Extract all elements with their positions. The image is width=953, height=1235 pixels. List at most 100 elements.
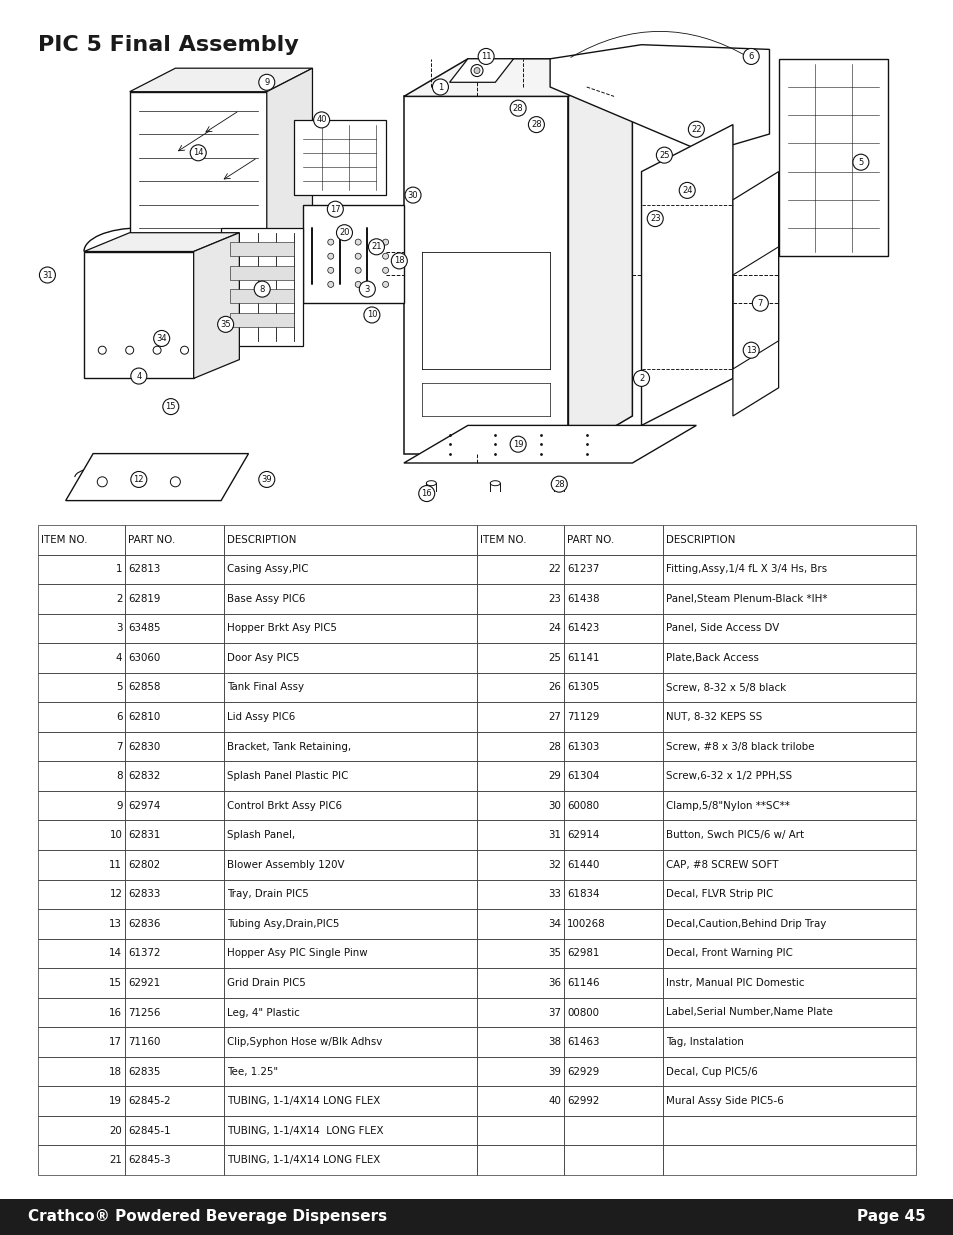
Bar [476,1145,564,1174]
Text: 100268: 100268 [567,919,605,929]
Bar [564,1057,662,1087]
Bar [224,998,476,1028]
Text: TUBING, 1-1/4X14 LONG FLEX: TUBING, 1-1/4X14 LONG FLEX [227,1155,380,1166]
Circle shape [432,79,448,95]
Text: Door Asy PIC5: Door Asy PIC5 [227,653,299,663]
Text: PART NO.: PART NO. [567,535,614,545]
Text: 21: 21 [371,242,381,251]
Circle shape [328,282,334,288]
Polygon shape [550,44,769,153]
Bar [564,1116,662,1145]
Bar [38,939,125,968]
Bar [564,998,662,1028]
Text: 6: 6 [115,713,122,722]
Text: 34: 34 [156,333,167,343]
Text: 30: 30 [548,800,560,810]
Text: 71256: 71256 [129,1008,161,1018]
Circle shape [742,342,759,358]
Text: 10: 10 [366,310,376,320]
Text: 61834: 61834 [567,889,599,899]
Bar [125,1116,224,1145]
Circle shape [258,74,274,90]
Text: Control Brkt Assy PIC6: Control Brkt Assy PIC6 [227,800,342,810]
Polygon shape [294,120,385,195]
Bar [38,998,125,1028]
Circle shape [742,48,759,64]
Circle shape [510,436,525,452]
Text: Fitting,Assy,1/4 fL X 3/4 Hs, Brs: Fitting,Assy,1/4 fL X 3/4 Hs, Brs [665,564,826,574]
Text: Decal, FLVR Strip PIC: Decal, FLVR Strip PIC [665,889,773,899]
Text: 5: 5 [858,158,862,167]
Circle shape [171,477,180,487]
Text: 13: 13 [110,919,122,929]
Text: 62802: 62802 [129,860,160,869]
Bar [224,761,476,790]
Bar [476,555,564,584]
Circle shape [679,183,695,199]
Bar [224,939,476,968]
Bar [224,732,476,761]
Bar [476,1087,564,1116]
Text: Decal,Caution,Behind Drip Tray: Decal,Caution,Behind Drip Tray [665,919,826,929]
Bar [662,584,915,614]
Circle shape [355,267,361,273]
Text: TUBING, 1-1/4X14  LONG FLEX: TUBING, 1-1/4X14 LONG FLEX [227,1125,383,1136]
Bar [564,850,662,879]
Bar [38,525,125,555]
Text: 62830: 62830 [129,741,160,752]
Text: Decal, Cup PIC5/6: Decal, Cup PIC5/6 [665,1067,758,1077]
Bar [38,820,125,850]
Text: 14: 14 [110,948,122,958]
Text: 20: 20 [339,228,350,237]
Bar [476,673,564,703]
Bar [125,1057,224,1087]
Text: Screw,6-32 x 1/2 PPH,SS: Screw,6-32 x 1/2 PPH,SS [665,771,792,781]
Text: PART NO.: PART NO. [129,535,175,545]
Circle shape [382,240,388,245]
Bar [125,1028,224,1057]
Bar [125,820,224,850]
Bar [125,879,224,909]
Bar [230,266,294,279]
Bar [38,1028,125,1057]
Polygon shape [403,425,696,463]
Text: 62974: 62974 [129,800,161,810]
Text: 7: 7 [115,741,122,752]
Circle shape [190,144,206,161]
Bar [224,879,476,909]
Bar [38,1057,125,1087]
Circle shape [852,154,868,170]
Bar [224,673,476,703]
Text: 35: 35 [220,320,231,329]
Circle shape [510,100,525,116]
Bar [230,242,294,256]
Text: 61463: 61463 [567,1037,599,1047]
Bar [125,673,224,703]
Text: 62845-2: 62845-2 [129,1097,171,1107]
Circle shape [355,240,361,245]
Polygon shape [66,453,248,500]
Bar [224,820,476,850]
Bar [564,703,662,732]
Text: 28: 28 [531,120,541,130]
Bar [476,1116,564,1145]
Text: 61423: 61423 [567,624,599,634]
Polygon shape [403,59,632,96]
Text: Screw, #8 x 3/8 black trilobe: Screw, #8 x 3/8 black trilobe [665,741,814,752]
Text: 37: 37 [548,1008,560,1018]
Text: 16: 16 [110,1008,122,1018]
Text: 14: 14 [193,148,203,157]
Text: Page 45: Page 45 [857,1209,925,1224]
Bar [125,643,224,673]
Text: 32: 32 [548,860,560,869]
Text: 16: 16 [421,489,432,498]
Text: 71129: 71129 [567,713,599,722]
Bar [224,703,476,732]
Text: Lid Assy PIC6: Lid Assy PIC6 [227,713,295,722]
Circle shape [528,116,544,132]
Bar [125,732,224,761]
Text: 62845-3: 62845-3 [129,1155,171,1166]
Text: 17: 17 [330,205,340,214]
Text: 8: 8 [115,771,122,781]
Text: TUBING, 1-1/4X14 LONG FLEX: TUBING, 1-1/4X14 LONG FLEX [227,1097,380,1107]
